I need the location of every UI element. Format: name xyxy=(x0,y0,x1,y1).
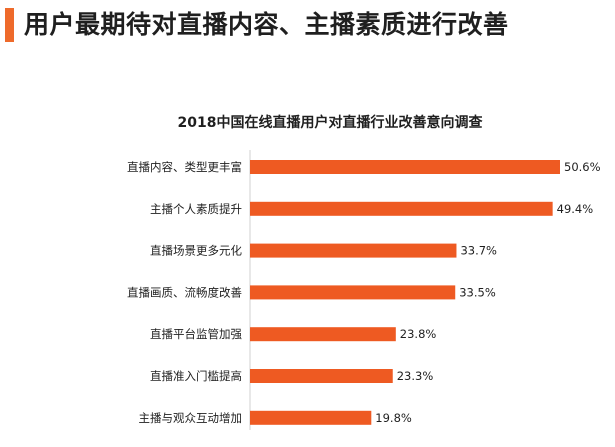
value-label: 49.4% xyxy=(557,202,594,216)
bar xyxy=(250,369,393,383)
bar xyxy=(250,285,456,300)
page-title: 用户最期待对直播内容、主播素质进行改善 xyxy=(24,10,509,39)
value-label: 33.7% xyxy=(460,244,497,258)
value-label: 23.3% xyxy=(397,369,434,383)
bar xyxy=(250,243,457,258)
value-label: 19.8% xyxy=(375,411,412,425)
bar xyxy=(250,327,396,342)
category-label: 主播个人素质提升 xyxy=(150,202,242,216)
value-label: 23.8% xyxy=(400,327,437,341)
category-label: 主播与观众互动增加 xyxy=(139,411,243,425)
bar xyxy=(250,201,553,216)
bars-group: 直播内容、类型更丰富 50.6% 主播个人素质提升 49.4% 直播场景更多元化 33.7… xyxy=(127,160,601,425)
category-label: 直播内容、类型更丰富 xyxy=(127,160,242,174)
category-label: 直播准入门槛提高 xyxy=(150,369,242,383)
category-label: 直播平台监管加强 xyxy=(150,327,242,341)
value-label: 33.5% xyxy=(459,285,496,299)
bar xyxy=(250,160,560,174)
bar xyxy=(250,410,372,425)
title-accent-bar xyxy=(5,8,14,42)
category-label: 直播画质、流畅度改善 xyxy=(127,285,242,299)
category-label: 直播场景更多元化 xyxy=(150,244,242,258)
value-label: 50.6% xyxy=(564,160,601,174)
chart-title: 2018中国在线直播用户对直播行业改善意向调查 xyxy=(178,114,484,131)
